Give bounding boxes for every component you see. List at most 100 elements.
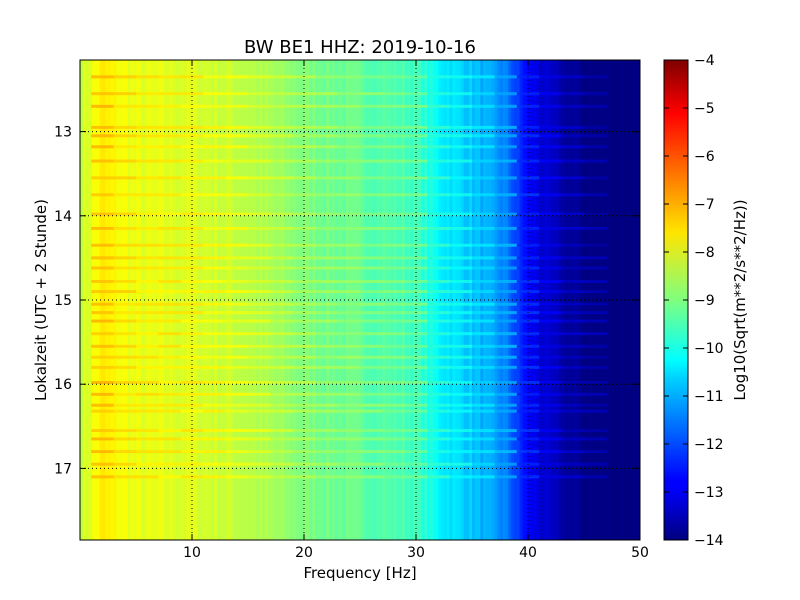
heatmap-band-cell xyxy=(292,279,316,283)
heatmap-band-cell xyxy=(248,429,271,433)
heatmap-column xyxy=(533,60,537,540)
heatmap-band-cell xyxy=(494,145,518,149)
heatmap-band-cell xyxy=(270,104,294,108)
heatmap-band-cell xyxy=(337,392,361,396)
heatmap-band-cell xyxy=(516,365,540,369)
heatmap-band-cell xyxy=(315,256,338,260)
heatmap-band-cell xyxy=(561,256,585,260)
heatmap-band-cell xyxy=(158,75,182,79)
heatmap-column xyxy=(444,60,448,540)
heatmap-band-cell xyxy=(449,256,473,260)
heatmap-band-cell xyxy=(561,92,585,96)
heatmap-band-cell xyxy=(337,193,361,197)
heatmap-band-cell xyxy=(449,332,473,336)
heatmap-band-cell xyxy=(472,392,495,396)
heatmap-column xyxy=(486,60,490,540)
heatmap-band-cell xyxy=(472,279,495,283)
heatmap-band-cell xyxy=(382,450,406,454)
heatmap-band-cell xyxy=(225,176,249,180)
heatmap-band-cell xyxy=(449,92,473,96)
heatmap-column xyxy=(544,60,549,540)
heatmap-band-cell xyxy=(382,437,406,441)
heatmap-band-cell xyxy=(427,290,450,294)
heatmap-band-cell xyxy=(360,403,383,407)
heatmap-band-cell xyxy=(449,176,473,180)
heatmap-band-cell xyxy=(225,243,249,247)
heatmap-column xyxy=(407,60,411,540)
heatmap-band-cell xyxy=(337,409,361,413)
heatmap-band-cell xyxy=(449,279,473,283)
heatmap-band-cell xyxy=(203,475,226,479)
heatmap-band-cell xyxy=(494,176,518,180)
heatmap-band-cell xyxy=(292,392,316,396)
heatmap-band-cell xyxy=(561,355,585,359)
heatmap-band-cell xyxy=(427,279,450,283)
heatmap-band-cell xyxy=(561,311,585,315)
heatmap-column xyxy=(108,60,112,540)
heatmap-band-cell xyxy=(113,450,137,454)
heatmap-band-cell xyxy=(427,332,450,336)
heatmap-band-cell xyxy=(292,159,316,163)
heatmap-band-cell xyxy=(225,302,249,306)
x-axis-label: Frequency [Hz] xyxy=(303,564,416,582)
heatmap-band-cell xyxy=(427,145,450,149)
heatmap-band-cell xyxy=(270,475,294,479)
heatmap-band-cell xyxy=(494,75,518,79)
heatmap-column xyxy=(536,60,540,540)
heatmap-band-cell xyxy=(404,290,428,294)
heatmap-band-cell xyxy=(427,355,450,359)
heatmap-band-cell xyxy=(516,392,540,396)
heatmap-band-cell xyxy=(494,256,518,260)
heatmap-band-cell xyxy=(91,256,114,260)
heatmap-band-cell xyxy=(136,159,159,163)
heatmap-band-cell xyxy=(404,437,428,441)
heatmap-band-cell xyxy=(91,226,114,230)
heatmap-band-cell xyxy=(382,344,406,348)
heatmap-band-cell xyxy=(158,437,182,441)
heatmap-column xyxy=(500,60,504,540)
x-tick-label: 40 xyxy=(519,545,537,561)
heatmap-band-cell xyxy=(292,403,316,407)
heatmap-band-cell xyxy=(248,243,271,247)
heatmap-band-cell xyxy=(315,92,338,96)
heatmap-band-cell xyxy=(404,92,428,96)
heatmap-column xyxy=(589,60,593,540)
heatmap-band-cell xyxy=(516,159,540,163)
heatmap-band-cell xyxy=(180,392,204,396)
heatmap-band-cell xyxy=(248,344,271,348)
heatmap-band-cell xyxy=(270,381,294,385)
heatmap-band-cell xyxy=(248,437,271,441)
heatmap-band-cell xyxy=(561,403,585,407)
colorbar-ticks: −14 −13 −12 −11 −10 −9 −8 −7 −6 −5 −4 xyxy=(664,53,724,549)
heatmap-band-cell xyxy=(203,92,226,96)
colorbar-tick-label: −13 xyxy=(694,485,724,501)
heatmap-band-cell xyxy=(248,145,271,149)
heatmap-band-cell xyxy=(584,145,607,149)
heatmap-band-cell xyxy=(91,403,114,407)
heatmap-band-cell xyxy=(382,319,406,323)
heatmap-column xyxy=(301,60,305,540)
heatmap-band-cell xyxy=(136,226,159,230)
heatmap-band-cell xyxy=(561,475,585,479)
heatmap-column xyxy=(329,60,333,540)
heatmap-band-cell xyxy=(584,344,607,348)
heatmap-band-cell xyxy=(203,450,226,454)
heatmap-band-cell xyxy=(91,409,114,413)
heatmap-band-cell xyxy=(449,475,473,479)
heatmap-band-cell xyxy=(91,302,114,306)
heatmap-band-cell xyxy=(561,344,585,348)
heatmap-band-cell xyxy=(225,290,249,294)
heatmap-band-cell xyxy=(449,450,473,454)
heatmap-band-cell xyxy=(337,290,361,294)
heatmap-band-cell xyxy=(203,462,226,466)
heatmap-band-cell xyxy=(584,212,607,216)
heatmap-band-cell xyxy=(180,344,204,348)
heatmap-band-cell xyxy=(270,302,294,306)
heatmap-band-cell xyxy=(91,381,114,385)
heatmap-column xyxy=(192,60,196,540)
heatmap-band-cell xyxy=(539,145,562,149)
heatmap-band-cell xyxy=(315,429,338,433)
heatmap-band-cell xyxy=(449,365,473,369)
colorbar-tick-label: −6 xyxy=(694,149,715,165)
heatmap-column xyxy=(228,60,232,540)
